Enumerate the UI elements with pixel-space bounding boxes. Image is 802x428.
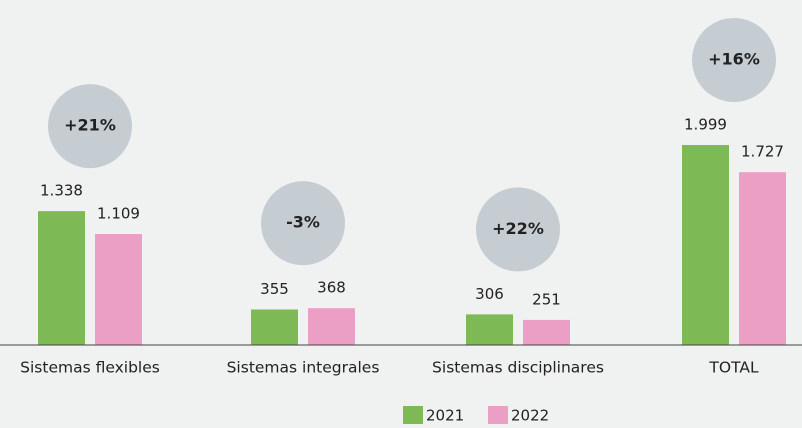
legend-label: 2021 <box>426 407 464 425</box>
x-tick-label: Sistemas flexibles <box>20 359 160 377</box>
legend-swatch <box>488 406 508 424</box>
annotation-bubble <box>692 18 776 102</box>
value-label: 368 <box>317 279 346 297</box>
legend-label: 2022 <box>511 407 549 425</box>
bar <box>95 234 142 345</box>
value-label: 251 <box>532 290 561 308</box>
value-label: 306 <box>475 285 504 303</box>
bar <box>251 309 298 345</box>
value-label: 1.338 <box>40 182 83 200</box>
annotation: +22% <box>492 219 544 238</box>
bar <box>38 211 85 345</box>
value-label: 1.109 <box>97 205 140 223</box>
annotation-bubble <box>48 84 132 169</box>
annotation: +21% <box>64 116 116 135</box>
annotation-bubble <box>476 187 560 272</box>
value-label: 355 <box>260 280 289 298</box>
bar <box>308 308 355 345</box>
value-label: 1.999 <box>684 116 727 134</box>
x-tick-label: Sistemas integrales <box>227 359 380 377</box>
bar <box>523 319 570 345</box>
annotation: +16% <box>708 50 760 69</box>
bar <box>682 145 729 345</box>
annotation: -3% <box>286 213 320 232</box>
bar <box>739 172 786 345</box>
legend-swatch <box>403 406 423 424</box>
x-tick-label: Sistemas disciplinares <box>432 359 604 377</box>
value-label: 1.727 <box>741 143 784 161</box>
annotation-bubble <box>261 181 345 266</box>
x-tick-label: TOTAL <box>708 359 759 377</box>
bar <box>466 314 513 345</box>
